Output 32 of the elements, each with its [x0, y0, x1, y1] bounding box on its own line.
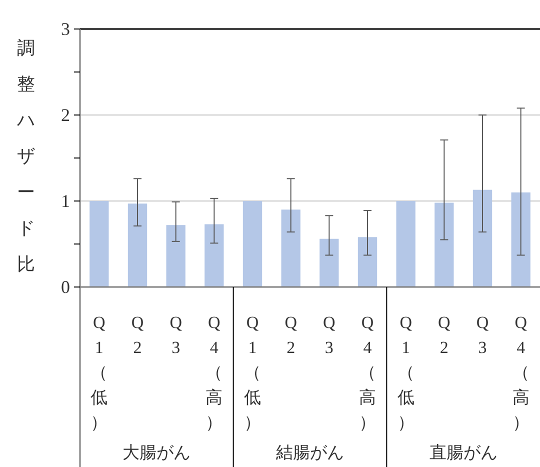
x-tick-label: Q2 — [438, 313, 450, 357]
x-tick-label: Q4（高） — [206, 313, 223, 432]
y-tick-label: 1 — [61, 191, 70, 211]
x-tick-label: Q4（高） — [359, 313, 376, 432]
x-tick-label: Q2 — [131, 313, 144, 357]
bar — [358, 237, 378, 287]
bar — [128, 204, 148, 287]
text: 結腸がん — [275, 443, 344, 462]
x-tick-label: Q1（低） — [244, 313, 261, 432]
bar — [204, 224, 224, 287]
y-tick-label: 3 — [61, 19, 70, 39]
x-tick-label: Q4（高） — [512, 313, 530, 432]
text: 大腸がん — [122, 443, 191, 462]
bar — [166, 225, 186, 287]
bar — [281, 210, 300, 287]
bar — [320, 238, 339, 287]
x-tick-label: Q3 — [323, 313, 336, 357]
bar — [511, 192, 530, 287]
text: 直腸がん — [429, 443, 498, 462]
x-tick-label: Q1（低） — [90, 313, 108, 432]
x-tick-label: Q3 — [476, 313, 489, 357]
y-tick-label: 0 — [61, 277, 70, 297]
bar — [242, 201, 262, 287]
x-tick-label: Q1（低） — [397, 313, 414, 432]
y-tick-label: 2 — [61, 105, 70, 125]
y-axis-title: 調整ハザード比 — [16, 38, 35, 274]
x-tick-label: Q3 — [170, 313, 182, 357]
x-tick-label: Q2 — [284, 313, 297, 357]
bar — [396, 201, 416, 287]
bar — [90, 201, 109, 287]
bar — [472, 190, 492, 287]
bar — [434, 202, 454, 287]
